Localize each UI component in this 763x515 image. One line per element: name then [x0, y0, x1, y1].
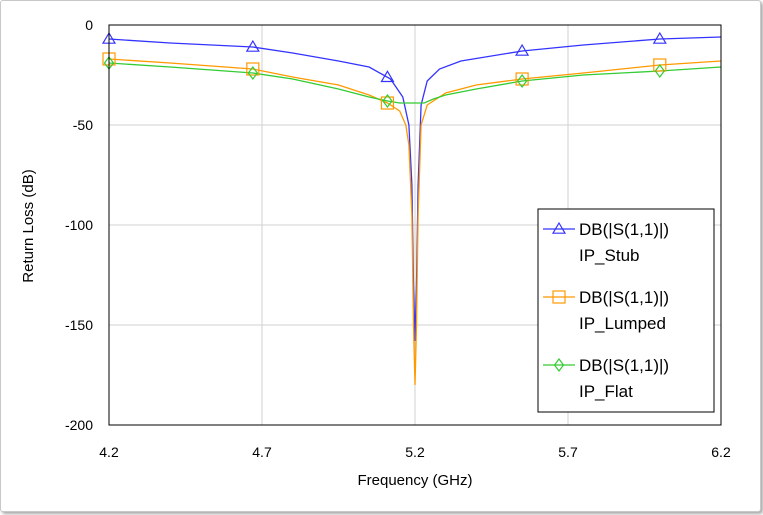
legend-swatch-marker: [551, 221, 567, 234]
y-tick-label: -100: [65, 217, 93, 233]
y-tick-label: 0: [85, 17, 93, 33]
y-tick-label: -50: [73, 117, 93, 133]
y-tick-labels: 0 -50 -100 -150 -200: [65, 17, 93, 433]
series-marker-ip-flat: [516, 74, 528, 88]
series-marker-ip-stub: [652, 31, 667, 44]
x-tick-label: 5.2: [405, 444, 425, 460]
series-marker-ip-lumped: [653, 58, 667, 72]
plot-border: [108, 24, 722, 426]
series-marker-ip-flat: [654, 64, 666, 78]
legend: DB(|S(1,1)|) IP_Stub DB(|S(1,1)|) IP_Lumped…: [537, 208, 715, 413]
series-marker-ip-lumped: [380, 96, 395, 110]
x-tick-label: 4.7: [252, 444, 272, 460]
series-line-ip-lumped: [108, 58, 722, 386]
series-lines: [108, 36, 722, 386]
x-axis-label: Frequency (GHz): [357, 472, 472, 489]
legend-entry-line1: DB(|S(1,1)|): [579, 220, 669, 239]
x-tick-label: 4.2: [99, 444, 119, 460]
x-tick-label: 5.7: [558, 444, 578, 460]
x-tick-label: 6.2: [711, 444, 731, 460]
y-axis-label: Return Loss (dB): [20, 169, 37, 282]
series-marker-ip-flat: [382, 94, 393, 108]
y-tick-label: -150: [65, 317, 93, 333]
legend-entry-line2: IP_Lumped: [579, 314, 666, 333]
series-marker-ip-stub: [245, 39, 260, 52]
legend-entry-line1: DB(|S(1,1)|): [579, 288, 669, 307]
series-line-ip-stub: [108, 36, 722, 342]
legend-entry-line1: DB(|S(1,1)|): [579, 356, 669, 375]
legend-swatch-marker: [553, 358, 565, 372]
legend-swatch-marker: [552, 290, 566, 304]
legend-entry-line2: IP_Stub: [579, 246, 640, 265]
series-marker-ip-lumped: [246, 62, 260, 76]
legend-entry-line2: IP_Flat: [579, 382, 633, 401]
x-tick-labels: 4.2 4.7 5.2 5.7 6.2: [99, 444, 731, 460]
series-line-ip-flat: [108, 62, 722, 104]
series-marker-ip-flat: [247, 66, 259, 80]
legend-box: [537, 208, 715, 413]
y-tick-label: -200: [65, 417, 93, 433]
series-marker-ip-stub: [515, 43, 530, 56]
series-marker-ip-lumped: [515, 72, 529, 86]
series-marker-ip-stub: [380, 70, 395, 83]
